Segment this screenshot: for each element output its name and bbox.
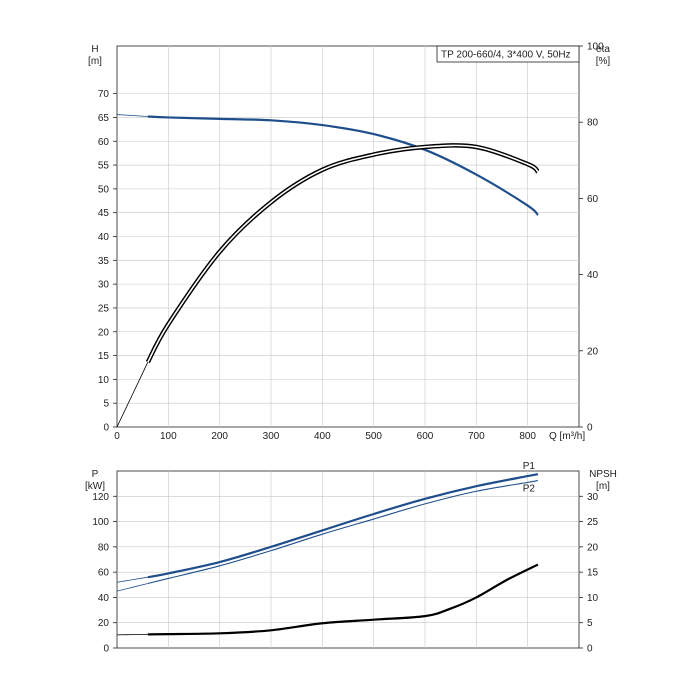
y-left-tick-label: 120	[92, 492, 109, 503]
y-left-tick-label: 50	[98, 184, 110, 195]
x-tick-label: 100	[160, 431, 177, 442]
y-left-tick-label: 35	[98, 256, 110, 267]
series-label-p1: P1	[523, 461, 536, 472]
y-left-tick-label: 65	[98, 113, 110, 124]
panel-power-npsh: 0 20 40 60 80 100 120 0 5 10 15 20 25 30 P[kW] NPSH[m] P…	[85, 461, 617, 654]
chart-title-box: TP 200-660/4, 3*400 V, 50Hz	[436, 45, 580, 63]
curve-extension-p2	[116, 583, 148, 592]
x-tick-label: 0	[114, 431, 120, 442]
y-left-tick-label: 25	[98, 303, 110, 314]
y-left-tick-label: 40	[98, 232, 110, 243]
y-right-axis-label: eta	[596, 44, 610, 55]
x-tick-label: 400	[314, 431, 331, 442]
curve-extension-p1	[116, 576, 148, 583]
curve-extension-h	[116, 114, 148, 117]
y-left-tick-label: 0	[103, 423, 109, 434]
y-left-tick-label: 5	[103, 399, 109, 410]
x-tick-label: 500	[365, 431, 382, 442]
y-right-tick-label: 80	[587, 118, 599, 129]
y-right-tick-label: 25	[587, 517, 599, 528]
y-left-axis-unit: [m]	[88, 56, 102, 67]
y-right-axis-unit: [%]	[596, 56, 611, 67]
x-tick-label: 700	[468, 431, 485, 442]
panel-head-efficiency: 0510152025303540455055606570020406080100…	[88, 42, 610, 443]
y-right-tick-label: 20	[587, 346, 599, 357]
title-frame	[436, 45, 580, 63]
y-left-tick-label: 60	[98, 137, 110, 148]
y-left-tick-label: 60	[98, 568, 110, 579]
y-left-axis-label: H	[91, 44, 98, 55]
y-left-tick-label: 30	[98, 280, 110, 291]
plot-frame	[116, 470, 580, 649]
x-tick-label: 300	[263, 431, 280, 442]
y-left-tick-label: 20	[98, 327, 110, 338]
series-h	[116, 114, 539, 216]
y-left-tick-label: 45	[98, 208, 110, 219]
series-npsh	[116, 563, 539, 636]
series-eta	[116, 143, 540, 428]
x-tick-label: 800	[519, 431, 536, 442]
y-right-tick-label: 100	[587, 42, 604, 53]
x-axis-label: Q [m³/h]	[549, 431, 585, 442]
series-p1: P1	[116, 461, 539, 583]
y-left-tick-label: 55	[98, 161, 110, 172]
y-left-tick-label: 80	[98, 542, 110, 553]
y-left-tick-label: 40	[98, 593, 110, 604]
y-right-tick-label: 0	[587, 644, 593, 655]
y-right-tick-label: 40	[587, 270, 599, 281]
y-right-axis-label: NPSH	[589, 469, 617, 480]
curve-eta-inner	[147, 144, 539, 363]
y-right-tick-label: 10	[587, 593, 599, 604]
y-left-tick-label: 20	[98, 618, 110, 629]
curve-p1	[147, 473, 539, 579]
series-label-p2: P2	[523, 483, 536, 494]
series-p2: P2	[116, 479, 539, 592]
x-tick-label: 200	[211, 431, 228, 442]
y-left-tick-label: 70	[98, 89, 110, 100]
y-left-tick-label: 0	[103, 644, 109, 655]
curve-p2	[147, 479, 539, 585]
x-tick-label: 600	[417, 431, 434, 442]
curve-h	[147, 115, 539, 216]
y-left-tick-label: 15	[98, 351, 110, 362]
curve-extension-eta	[116, 362, 149, 428]
y-right-tick-label: 30	[587, 492, 599, 503]
y-right-tick-label: 5	[587, 618, 593, 629]
y-left-axis-label: P	[92, 469, 99, 480]
chart-title: TP 200-660/4, 3*400 V, 50Hz	[441, 50, 571, 61]
y-right-tick-label: 0	[587, 423, 593, 434]
y-right-tick-label: 60	[587, 194, 599, 205]
y-left-tick-label: 100	[92, 517, 109, 528]
curve-extension-npsh	[116, 633, 148, 636]
y-left-tick-label: 10	[98, 375, 110, 386]
y-right-tick-label: 15	[587, 568, 599, 579]
y-right-tick-label: 20	[587, 542, 599, 553]
curve-npsh	[147, 563, 539, 636]
y-left-axis-unit: [kW]	[85, 481, 105, 492]
y-right-axis-unit: [m]	[596, 481, 610, 492]
